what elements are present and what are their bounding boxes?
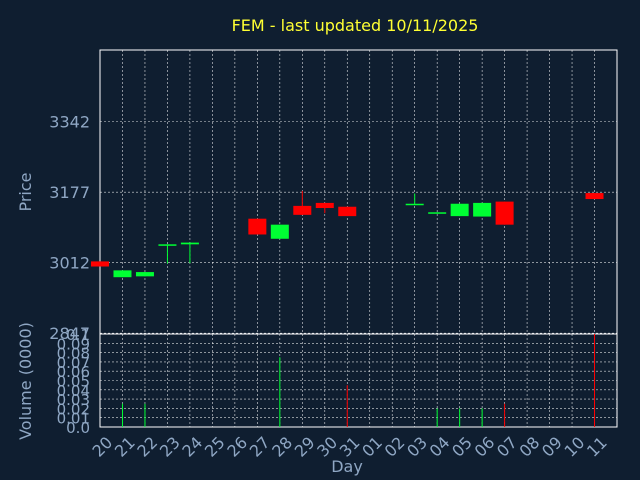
price-tick-label: 2847 (49, 324, 90, 343)
volume-axis-label: Volume (0000) (16, 322, 35, 440)
price-tick-label: 3012 (49, 254, 90, 273)
price-tick-label: 3177 (49, 183, 90, 202)
x-tick-label: 11 (583, 433, 611, 461)
chart-title: FEM - last updated 10/11/2025 (232, 16, 479, 35)
candle-body (495, 201, 514, 225)
volume-tick-label: 0.09 (57, 335, 90, 353)
candle-body (450, 203, 469, 217)
price-axis-label: Price (16, 172, 35, 211)
volume-tick-label: 0.02 (57, 400, 90, 418)
candle-body (428, 212, 447, 214)
volume-tick-label: 0.04 (57, 382, 90, 400)
volume-tick-label: 0.1 (66, 326, 90, 344)
x-axis-label: Day (331, 457, 363, 476)
candle-body (135, 272, 154, 277)
volume-tick-label: 0.0 (66, 419, 90, 437)
candle-body (270, 224, 289, 239)
price-tick-label: 3342 (49, 113, 90, 132)
price-panel: 2847 3012 3177 3342 (49, 49, 618, 343)
candle-body (405, 203, 424, 206)
volume-tick-label: 0.01 (57, 410, 90, 428)
volume-panel: 0.00.010.020.030.040.050.060.070.080.090… (57, 326, 618, 461)
candle-body (248, 218, 267, 235)
volume-tick-label: 0.08 (57, 345, 90, 363)
candle-body (315, 202, 334, 209)
volume-tick-label: 0.03 (57, 391, 90, 409)
volume-tick-label: 0.05 (57, 373, 90, 391)
candle-body (158, 244, 177, 246)
candle-body (293, 205, 312, 215)
candle-body (473, 202, 492, 217)
candle-body (180, 242, 199, 245)
candle-body (585, 193, 604, 200)
candle-body (91, 261, 109, 267)
candle-body (338, 206, 357, 217)
volume-tick-label: 0.06 (57, 363, 90, 381)
candle-body (113, 270, 132, 278)
volume-tick-label: 0.07 (57, 354, 90, 372)
